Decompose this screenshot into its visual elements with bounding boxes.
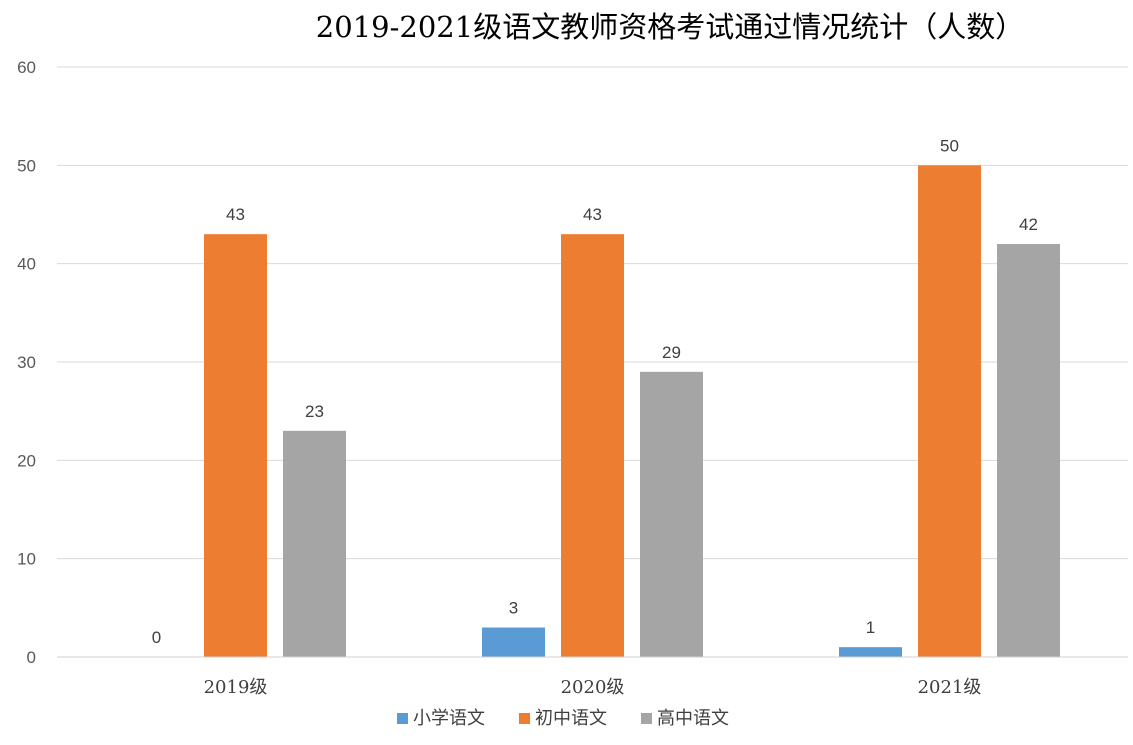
legend-label: 高中语文: [657, 708, 729, 729]
bar-3-3: [997, 244, 1060, 657]
data-label: 43: [226, 205, 245, 224]
data-label: 29: [662, 343, 681, 362]
data-label: 0: [152, 628, 161, 647]
bar-1-3: [283, 430, 346, 657]
bar-3-1: [839, 647, 902, 657]
x-axis-categories: 2019级 2020级 2021级: [204, 677, 982, 698]
y-tick-label: 10: [17, 550, 36, 569]
data-label: 43: [583, 205, 602, 224]
bar-2-1: [482, 627, 545, 657]
y-axis-ticks: 0 10 20 30 40 50 60: [17, 58, 36, 667]
legend: 小学语文 初中语文 高中语文: [397, 708, 729, 729]
data-labels: 0 43 23 3 43 29 1 50 42: [152, 136, 1038, 647]
data-label: 50: [940, 136, 959, 155]
x-category-label: 2019级: [204, 677, 268, 698]
chart-title: 2019-2021级语文教师资格考试通过情况统计（人数）: [316, 10, 1024, 44]
legend-swatch: [397, 713, 408, 724]
data-label: 42: [1019, 215, 1038, 234]
bar-1-2: [204, 234, 267, 657]
y-tick-label: 50: [17, 156, 36, 175]
x-category-label: 2020级: [561, 677, 625, 698]
data-label: 1: [866, 618, 875, 637]
y-tick-label: 30: [17, 353, 36, 372]
y-tick-label: 40: [17, 255, 36, 274]
legend-swatch: [519, 713, 530, 724]
bar-2-3: [640, 371, 703, 657]
bar-3-2: [918, 165, 981, 658]
legend-label: 小学语文: [413, 708, 485, 729]
legend-label: 初中语文: [535, 708, 607, 729]
y-tick-label: 0: [27, 648, 36, 667]
legend-swatch: [641, 713, 652, 724]
y-tick-label: 20: [17, 451, 36, 470]
bar-2-2: [561, 234, 624, 657]
x-category-label: 2021级: [918, 677, 982, 698]
bars: [204, 165, 1060, 658]
data-label: 3: [509, 599, 518, 618]
y-tick-label: 60: [17, 58, 36, 77]
data-label: 23: [305, 402, 324, 421]
